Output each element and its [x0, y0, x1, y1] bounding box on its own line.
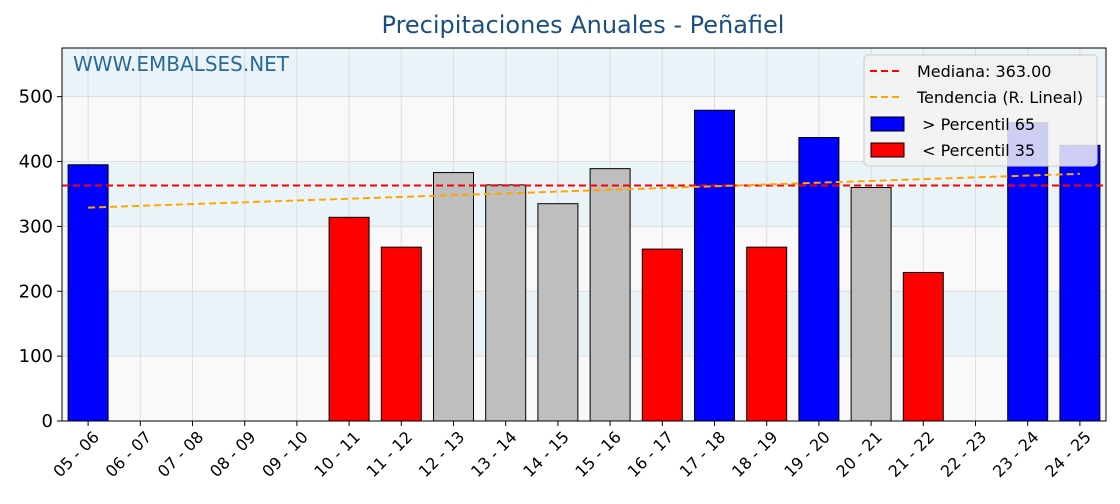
legend: Mediana: 363.00 Tendencia (R. Lineal) > …	[863, 54, 1098, 167]
y-tick-label: 400	[19, 152, 53, 173]
legend-high-label: > Percentil 65	[917, 115, 1035, 134]
legend-high-swatch	[870, 116, 905, 132]
x-tick-label: 08 - 09	[206, 427, 260, 481]
trend-line	[88, 172, 1080, 209]
x-tick-label: 23 - 24	[989, 427, 1043, 481]
x-tick-label: 05 - 06	[49, 427, 103, 481]
x-tick-label: 14 - 15	[519, 427, 573, 481]
y-tick-label: 100	[19, 346, 53, 367]
plot-band	[62, 161, 1106, 227]
bar-13-14	[485, 184, 527, 422]
x-tick-label: 06 - 07	[102, 427, 156, 481]
x-tick-label: 22 - 23	[937, 427, 991, 481]
bar-10-11	[328, 216, 370, 422]
x-tick-label: 13 - 14	[467, 427, 521, 481]
bar-16-17	[641, 248, 683, 422]
y-tick-label: 300	[19, 216, 53, 237]
x-tick-label: 16 - 17	[624, 427, 678, 481]
legend-box	[863, 54, 1098, 167]
plot-band	[62, 291, 1106, 357]
bar-24-25	[1059, 144, 1101, 422]
bar-11-12	[380, 246, 422, 422]
legend-trend-label: Tendencia (R. Lineal)	[916, 88, 1083, 107]
x-tick-label: 17 - 18	[676, 427, 730, 481]
bar-15-16	[589, 168, 631, 422]
x-tick-label: 19 - 20	[780, 427, 834, 481]
bar-20-21	[850, 186, 892, 422]
legend-low-swatch	[870, 142, 905, 158]
chart-title: Precipitaciones Anuales - Peñafiel	[382, 11, 785, 39]
x-tick-label: 12 - 13	[415, 427, 469, 481]
bar-05-06	[67, 164, 109, 422]
x-tick-label: 11 - 12	[363, 427, 417, 481]
x-tick-label: 07 - 08	[154, 427, 208, 481]
bar-18-19	[746, 246, 788, 422]
legend-low-label: < Percentil 35	[917, 141, 1035, 160]
x-tick-label: 24 - 25	[1041, 427, 1095, 481]
x-tick-label: 18 - 19	[728, 427, 782, 481]
y-tick-label: 500	[19, 87, 53, 108]
plot-frame	[61, 47, 1107, 422]
bar-21-22	[902, 271, 944, 422]
bar-19-20	[798, 137, 840, 422]
x-tick-label: 15 - 16	[571, 427, 625, 481]
x-tick-label: 20 - 21	[832, 427, 886, 481]
bar-17-18	[694, 109, 735, 422]
x-tick-label: 21 - 22	[885, 427, 939, 481]
x-tick-label: 09 - 10	[258, 427, 312, 481]
bar-12-13	[433, 172, 474, 422]
x-tick-label: 10 - 11	[310, 427, 364, 481]
y-tick-label: 0	[42, 411, 53, 432]
legend-median-label: Mediana: 363.00	[917, 62, 1051, 81]
watermark: WWW.EMBALSES.NET	[73, 52, 290, 76]
bar-23-24	[1007, 122, 1049, 422]
bar-14-15	[537, 203, 579, 422]
y-tick-label: 200	[19, 281, 53, 302]
